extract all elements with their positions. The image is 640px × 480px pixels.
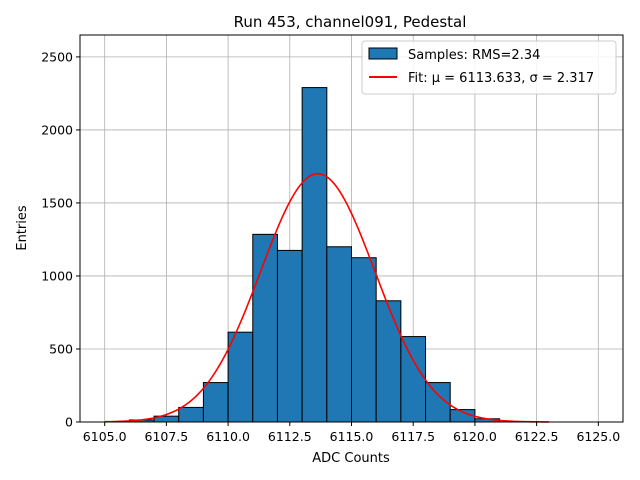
histogram-bars: [128, 87, 501, 423]
histogram-bar-5: [252, 233, 278, 423]
x-axis-ticks: 6105.0 6107.5 6110.0 6112.5 6115.0 6117.5 6120…: [83, 422, 620, 444]
legend-fit-label: Fit: μ = 6113.633, σ = 2.317: [408, 71, 594, 86]
chart-title: Run 453, channel091, Pedestal: [234, 13, 467, 31]
histogram-bar-11: [400, 336, 427, 423]
legend-box: [361, 40, 617, 95]
gaussian-fit: [104, 172, 549, 423]
y-tick-label: 1500: [41, 195, 73, 210]
histogram-bar-9: [351, 257, 377, 423]
x-tick-label: 6120.0: [453, 429, 497, 444]
histogram-bar-6: [276, 249, 303, 423]
y-axis-label: Entries: [15, 205, 30, 251]
legend-histogram-label: Samples: RMS=2.34: [408, 48, 540, 63]
histogram-bar-3: [202, 382, 229, 423]
histogram-bar-10: [375, 300, 402, 423]
y-tick-label: 2000: [41, 122, 73, 137]
x-axis-label: ADC Counts: [312, 451, 390, 466]
x-tick-label: 6125.0: [576, 429, 620, 444]
x-tick-label: 6107.5: [145, 429, 189, 444]
histogram-bar-2: [178, 406, 204, 423]
y-tick-label: 0: [65, 415, 73, 430]
y-tick-label: 500: [49, 341, 73, 356]
x-tick-label: 6122.5: [515, 429, 559, 444]
x-tick-label: 6105.0: [83, 429, 127, 444]
fit-curve: [104, 172, 549, 423]
y-tick-label: 1000: [41, 268, 73, 283]
x-tick-label: 6112.5: [268, 429, 312, 444]
x-tick-label: 6110.0: [206, 429, 250, 444]
histogram-bar-8: [326, 246, 352, 423]
legend-histogram-swatch: [368, 47, 398, 60]
y-axis-ticks: 0 500 1000 1500 2000 2500: [41, 49, 80, 430]
x-tick-label: 6117.5: [391, 429, 435, 444]
legend: Samples: RMS=2.34 Fit: μ = 6113.633, σ =…: [361, 40, 617, 95]
histogram-bar-7: [301, 87, 328, 423]
x-tick-label: 6115.0: [330, 429, 374, 444]
histogram-bar-4: [227, 331, 254, 423]
y-tick-label: 2500: [41, 49, 73, 64]
